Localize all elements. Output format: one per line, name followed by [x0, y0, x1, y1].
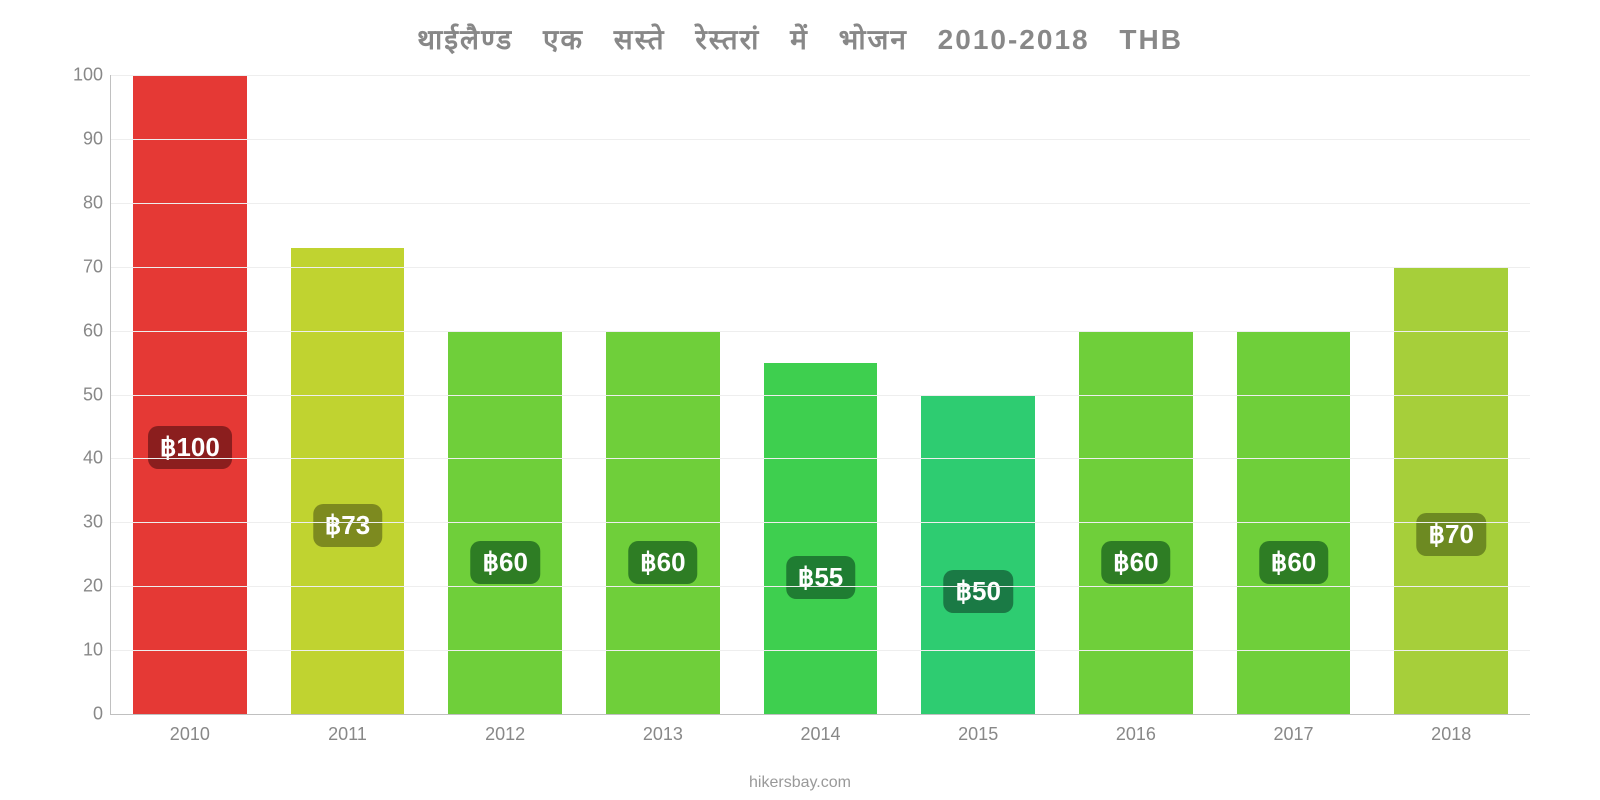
y-tick-label: 80 — [83, 192, 103, 213]
bar: ฿55 — [764, 363, 878, 714]
bar: ฿50 — [921, 395, 1035, 715]
y-tick-label: 100 — [73, 65, 103, 86]
bar: ฿70 — [1394, 267, 1508, 714]
value-badge: ฿73 — [313, 504, 382, 547]
y-tick-label: 20 — [83, 576, 103, 597]
y-tick-label: 10 — [83, 640, 103, 661]
x-tick-label: 2016 — [1116, 724, 1156, 745]
gridline — [111, 586, 1530, 587]
bar: ฿73 — [291, 248, 405, 714]
value-badge: ฿70 — [1416, 513, 1485, 556]
value-badge: ฿100 — [148, 426, 232, 469]
gridline — [111, 331, 1530, 332]
chart-title: थाईलैण्ड एक सस्ते रेस्तरां में भोजन 2010… — [60, 20, 1540, 58]
x-tick-label: 2014 — [800, 724, 840, 745]
x-tick-label: 2012 — [485, 724, 525, 745]
value-badge: ฿55 — [786, 556, 855, 599]
gridline — [111, 458, 1530, 459]
value-badge: ฿60 — [1259, 541, 1328, 584]
gridline — [111, 75, 1530, 76]
chart-container: थाईलैण्ड एक सस्ते रेस्तरां में भोजन 2010… — [60, 20, 1540, 750]
gridline — [111, 650, 1530, 651]
y-tick-label: 50 — [83, 384, 103, 405]
x-tick-label: 2011 — [328, 724, 367, 745]
y-tick-label: 90 — [83, 128, 103, 149]
y-tick-label: 30 — [83, 512, 103, 533]
x-tick-label: 2010 — [170, 724, 210, 745]
y-tick-label: 40 — [83, 448, 103, 469]
y-tick-label: 0 — [93, 704, 103, 725]
gridline — [111, 139, 1530, 140]
y-tick-label: 70 — [83, 256, 103, 277]
value-badge: ฿60 — [1101, 541, 1170, 584]
gridline — [111, 203, 1530, 204]
value-badge: ฿60 — [470, 541, 539, 584]
x-tick-label: 2017 — [1274, 724, 1314, 745]
x-tick-label: 2013 — [643, 724, 683, 745]
x-tick-label: 2015 — [958, 724, 998, 745]
x-tick-label: 2018 — [1431, 724, 1471, 745]
value-badge: ฿50 — [943, 570, 1012, 613]
gridline — [111, 522, 1530, 523]
gridline — [111, 267, 1530, 268]
value-badge: ฿60 — [628, 541, 697, 584]
y-tick-label: 60 — [83, 320, 103, 341]
chart-footer: hikersbay.com — [0, 774, 1600, 792]
gridline — [111, 395, 1530, 396]
plot-area: ฿1002010฿732011฿602012฿602013฿552014฿502… — [110, 75, 1530, 715]
